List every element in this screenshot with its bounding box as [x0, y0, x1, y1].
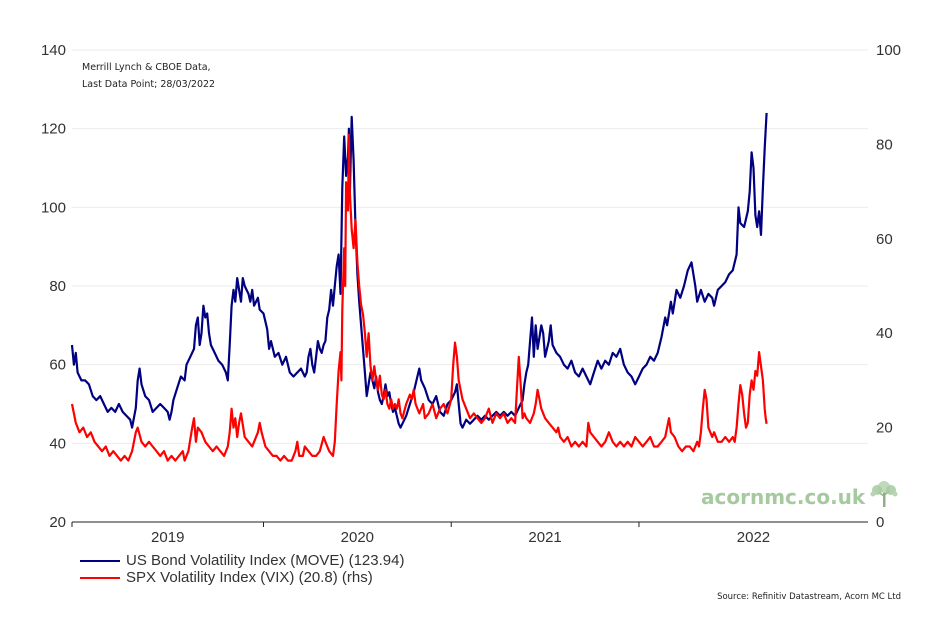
brand-text: acornmc.co.uk [701, 484, 866, 509]
x-axis: 2019 2020 2021 2022 [71, 521, 868, 546]
gridlines [72, 49, 868, 444]
x-tick-label: 2022 [737, 529, 770, 546]
left-tick-label: 40 [49, 435, 66, 452]
legend-label-vix: SPX Volatility Index (VIX) (20.8) (rhs) [126, 569, 373, 586]
legend-item-vix: SPX Volatility Index (VIX) (20.8) (rhs) [80, 569, 404, 586]
chart-legend: US Bond Volatility Index (MOVE) (123.94)… [80, 552, 404, 586]
x-tick-label: 2020 [341, 529, 374, 546]
right-tick-label: 60 [876, 231, 893, 248]
right-tick-label: 20 [876, 420, 893, 437]
left-tick-label: 20 [49, 514, 66, 531]
move-series-line [70, 112, 768, 429]
right-tick-label: 100 [876, 42, 901, 59]
legend-swatch-move [80, 559, 120, 562]
right-y-axis: 0 20 40 60 80 100 [876, 42, 901, 531]
right-tick-label: 40 [876, 325, 893, 342]
left-tick-label: 100 [41, 199, 66, 216]
left-tick-label: 140 [41, 42, 66, 59]
left-tick-label: 60 [49, 357, 66, 374]
left-y-axis: 20 40 60 80 100 120 140 [41, 42, 66, 531]
x-tick-label: 2019 [151, 529, 184, 546]
legend-item-move: US Bond Volatility Index (MOVE) (123.94) [80, 552, 404, 569]
left-tick-label: 120 [41, 121, 66, 138]
data-note: Merrill Lynch & CBOE Data, Last Data Poi… [82, 59, 215, 93]
data-note-line1: Merrill Lynch & CBOE Data, [82, 62, 211, 73]
legend-swatch-vix [80, 576, 120, 579]
vix-series-line [70, 133, 768, 462]
tree-icon [869, 480, 899, 513]
brand-watermark: acornmc.co.uk [701, 480, 899, 513]
source-note: Source: Refinitiv Datastream, Acorn MC L… [717, 592, 901, 602]
left-tick-label: 80 [49, 278, 66, 295]
x-tick-label: 2021 [528, 529, 561, 546]
right-tick-label: 0 [876, 514, 884, 531]
right-tick-label: 80 [876, 136, 893, 153]
legend-label-move: US Bond Volatility Index (MOVE) (123.94) [126, 552, 405, 569]
series-group [70, 112, 768, 462]
data-note-line2: Last Data Point; 28/03/2022 [82, 79, 216, 90]
